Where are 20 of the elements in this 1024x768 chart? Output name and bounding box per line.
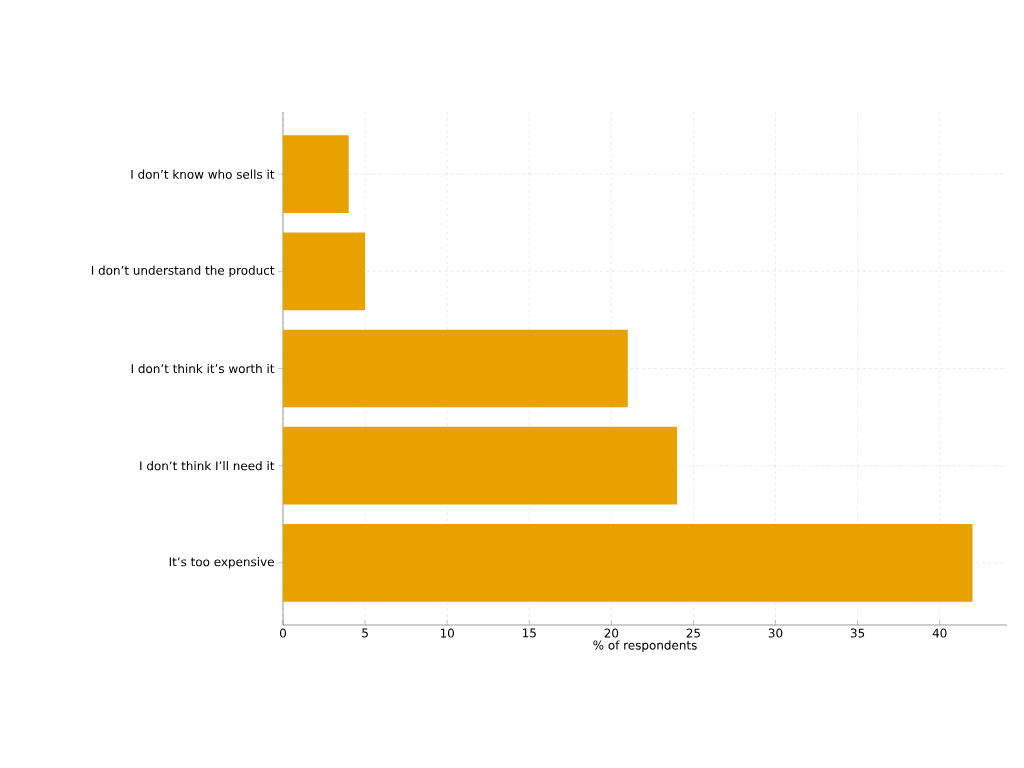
x-tick-label: 15 [522,628,536,638]
x-axis-title: % of respondents [593,640,697,652]
x-tick-label: 25 [686,628,700,638]
x-tick-label: 10 [440,628,454,638]
x-tick-label: 0 [279,628,287,638]
x-tick-label: 35 [850,628,865,638]
y-tick-label: I don’t know who sells it [131,169,275,179]
bar [283,135,349,214]
x-tick-label: 20 [604,628,619,638]
y-tick-label: I don’t think I’ll need it [140,461,275,471]
y-tick-label: I don’t think it’s worth it [131,363,275,374]
x-tick-label: 5 [362,628,368,638]
bar [283,232,366,311]
bar [283,523,973,602]
x-tick-label: 40 [932,628,947,638]
bar [283,329,628,408]
x-tick-label: 30 [768,628,783,638]
y-tick-label: I don’t understand the product [91,265,275,278]
bar [283,426,678,505]
y-tick-label: It’s too expensive [169,557,274,569]
